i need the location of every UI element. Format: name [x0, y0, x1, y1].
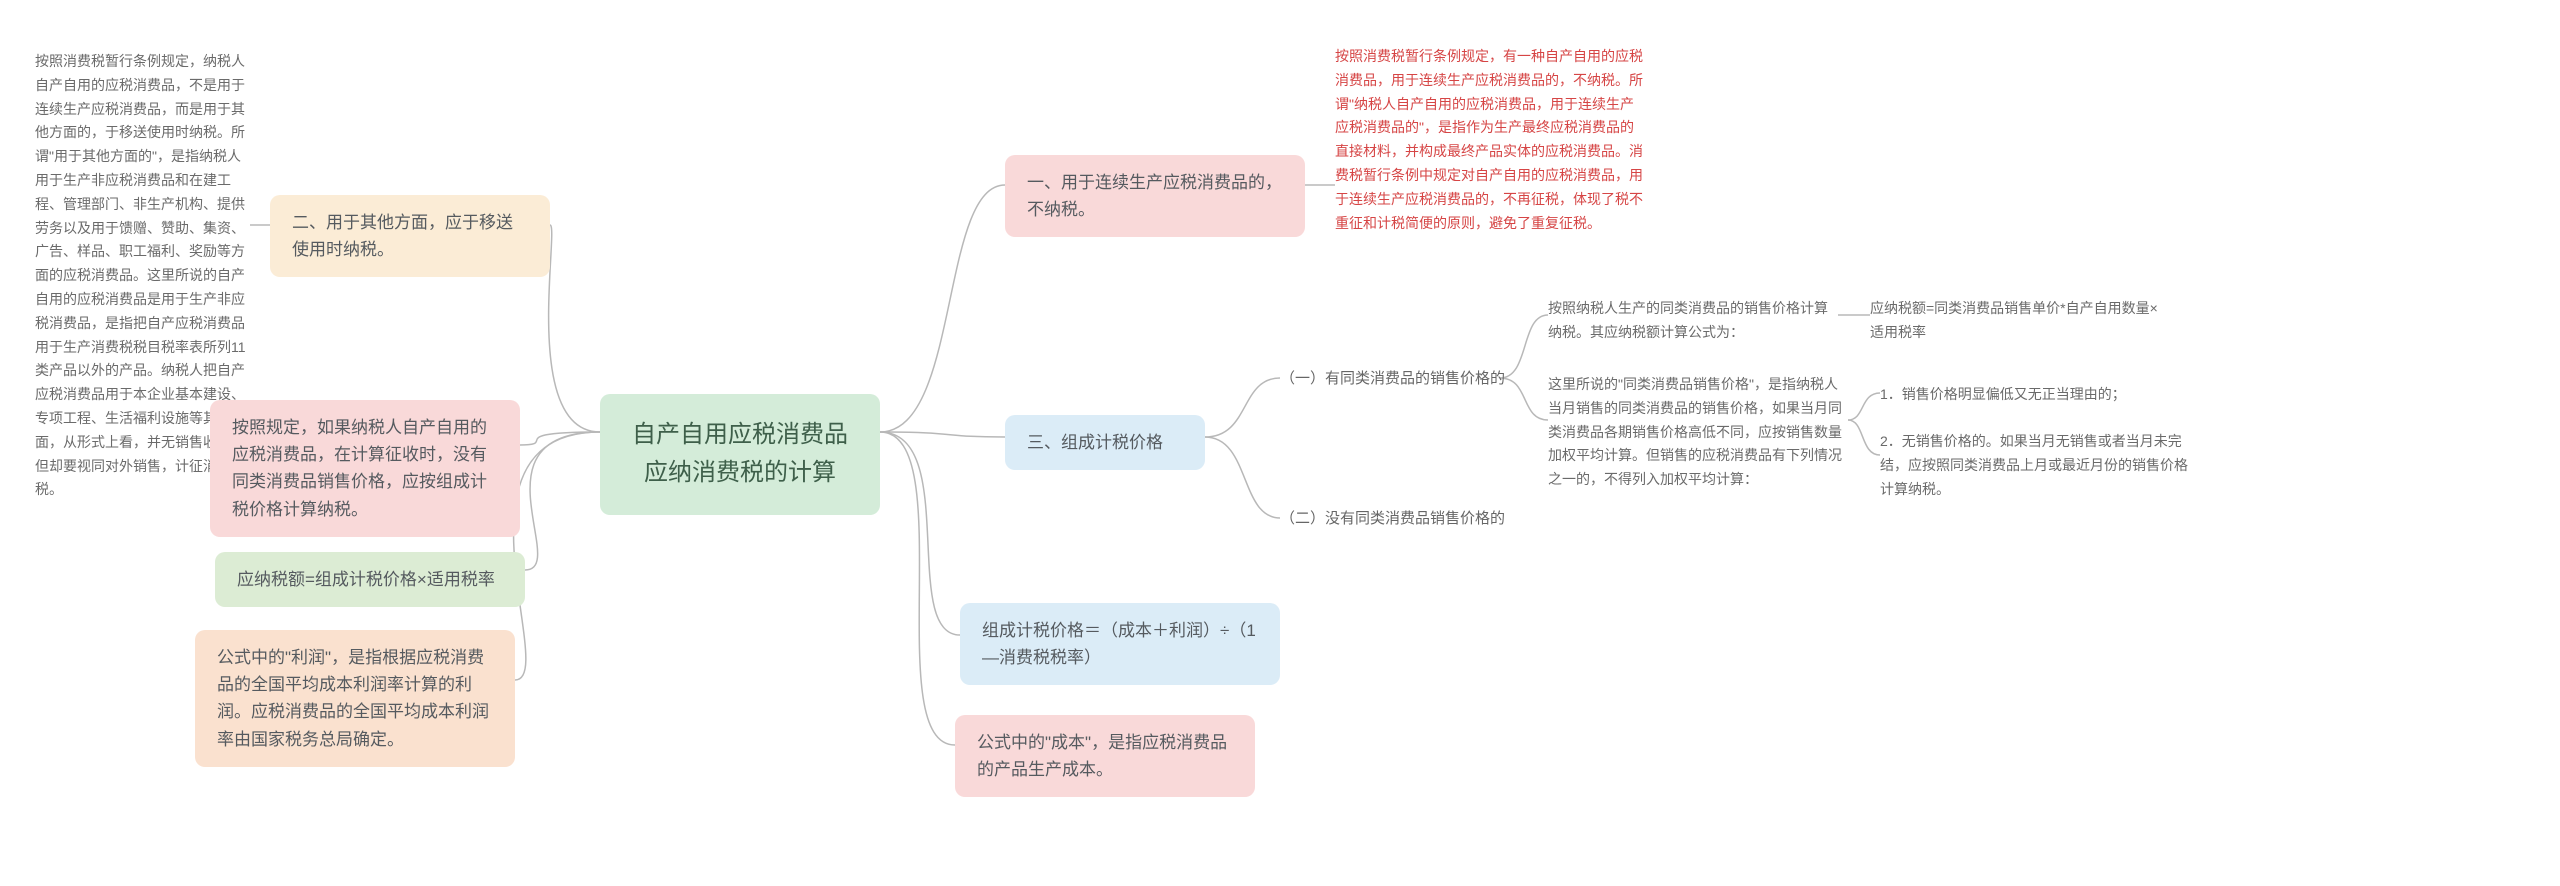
branch-node: 公式中的"成本"，是指应税消费品的产品生产成本。: [955, 715, 1255, 797]
branch-node: 按照规定，如果纳税人自产自用的应税消费品，在计算征收时，没有同类消费品销售价格，…: [210, 400, 520, 537]
sub-label: （一）有同类消费品的销售价格的: [1280, 367, 1505, 388]
branch-node: 二、用于其他方面，应于移送使用时纳税。: [270, 195, 550, 277]
leaf-note: 2．无销售价格的。如果当月无销售或者当月未完结，应按照同类消费品上月或最近月份的…: [1880, 430, 2190, 501]
center-node: 自产自用应税消费品应纳消费税的计算: [600, 394, 880, 515]
branch-node: 一、用于连续生产应税消费品的，不纳税。: [1005, 155, 1305, 237]
leaf-note: 按照纳税人生产的同类消费品的销售价格计算纳税。其应纳税额计算公式为：: [1548, 297, 1838, 345]
branch-node: 三、组成计税价格: [1005, 415, 1205, 470]
leaf-note: 这里所说的"同类消费品销售价格"，是指纳税人当月销售的同类消费品的销售价格，如果…: [1548, 373, 1848, 492]
leaf-note: 1．销售价格明显偏低又无正当理由的；: [1880, 383, 2160, 407]
leaf-note: 应纳税额=同类消费品销售单价*自产自用数量×适用税率: [1870, 297, 2160, 345]
branch-node: 公式中的"利润"，是指根据应税消费品的全国平均成本利润率计算的利润。应税消费品的…: [195, 630, 515, 767]
branch-node: 应纳税额=组成计税价格×适用税率: [215, 552, 525, 607]
note-text: 按照消费税暂行条例规定，有一种自产自用的应税消费品，用于连续生产应税消费品的，不…: [1335, 45, 1645, 235]
sub-label: （二）没有同类消费品销售价格的: [1280, 507, 1505, 528]
branch-node: 组成计税价格＝（成本＋利润）÷（1—消费税税率）: [960, 603, 1280, 685]
